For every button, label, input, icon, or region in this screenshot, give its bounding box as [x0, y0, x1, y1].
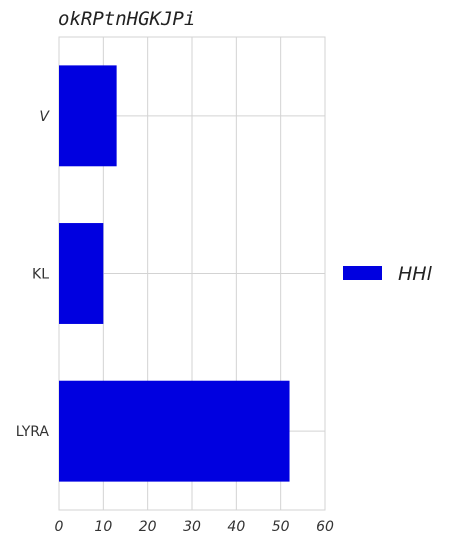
x-tick-label: 10 [94, 519, 112, 535]
x-tick-label: 30 [183, 519, 201, 535]
legend-swatch [343, 266, 382, 280]
bar-v [59, 65, 117, 167]
bar-lyra [59, 380, 290, 482]
y-tick-label: V [39, 109, 50, 125]
x-tick-label: 50 [272, 519, 290, 535]
x-tick-label: 60 [316, 519, 334, 535]
y-tick-label: KL [32, 267, 49, 283]
x-tick-label: 40 [227, 519, 245, 535]
legend-label: HHl [398, 263, 433, 285]
bar-kl [59, 223, 104, 324]
x-tick-label: 0 [55, 519, 64, 535]
x-tick-label: 20 [139, 519, 157, 535]
chart-title: okRPtnHGKJPi [58, 8, 196, 30]
y-tick-label: LYRA [16, 424, 50, 440]
